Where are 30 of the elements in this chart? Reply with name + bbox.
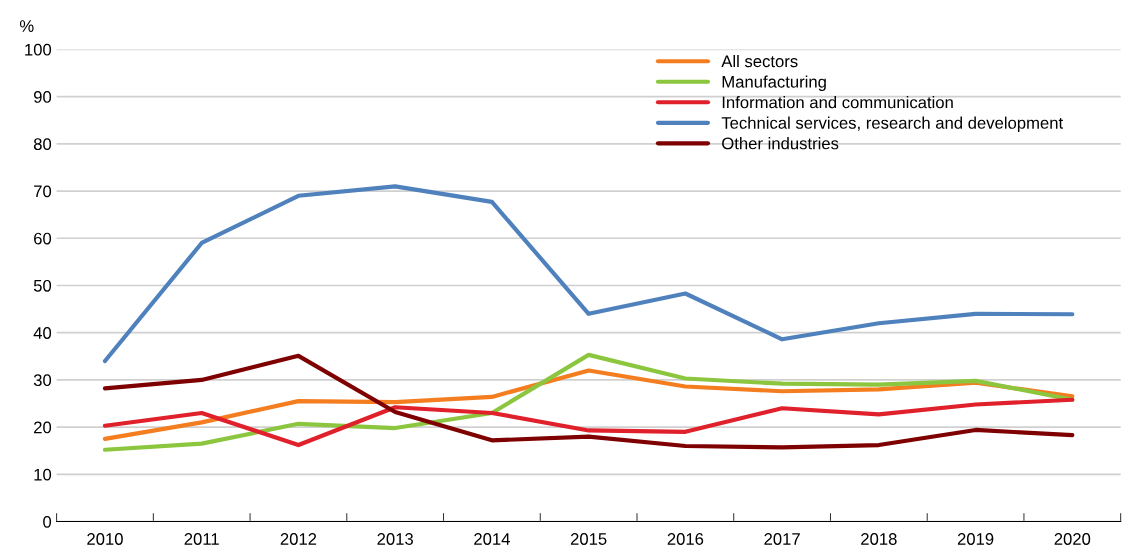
y-tick-label: 0: [43, 515, 52, 528]
line-series: [102, 397, 1075, 448]
y-tick-label: 60: [34, 232, 52, 245]
y-tick-label: 70: [34, 185, 52, 198]
y-tick-label: 20: [34, 421, 52, 434]
line-series: [102, 184, 1075, 364]
y-axis-title: %: [19, 20, 34, 32]
y-tick-label: 100: [25, 43, 52, 56]
x-tick-label: 2016: [667, 533, 704, 545]
y-tick-label: 10: [34, 468, 52, 481]
x-tick-label: 2014: [474, 533, 510, 545]
x-tick-label: 2013: [377, 533, 413, 545]
y-tick-label: 40: [33, 327, 52, 339]
x-tick-label: 2010: [87, 533, 123, 545]
x-tick-label: 2011: [184, 533, 219, 545]
x-tick-label: 2017: [764, 533, 800, 545]
x-tick-label: 2020: [1054, 533, 1091, 545]
legend-label: Manufacturing: [722, 75, 826, 92]
x-tick-label: 2015: [570, 533, 607, 545]
legend-label: Information and communication: [722, 96, 953, 109]
x-tick-label: 2018: [861, 533, 897, 545]
x-tick-label: 2019: [957, 533, 994, 545]
y-tick-label: 80: [33, 138, 52, 151]
y-tick-label: 50: [33, 279, 52, 292]
legend-label: Other industries: [722, 137, 839, 150]
x-tick-label: 2012: [280, 533, 317, 545]
legend-label: All sectors: [721, 54, 798, 68]
legend-label: Technical services, research and development: [721, 116, 1064, 133]
y-tick-label: 30: [33, 374, 52, 387]
y-tick-label: 90: [33, 91, 52, 103]
